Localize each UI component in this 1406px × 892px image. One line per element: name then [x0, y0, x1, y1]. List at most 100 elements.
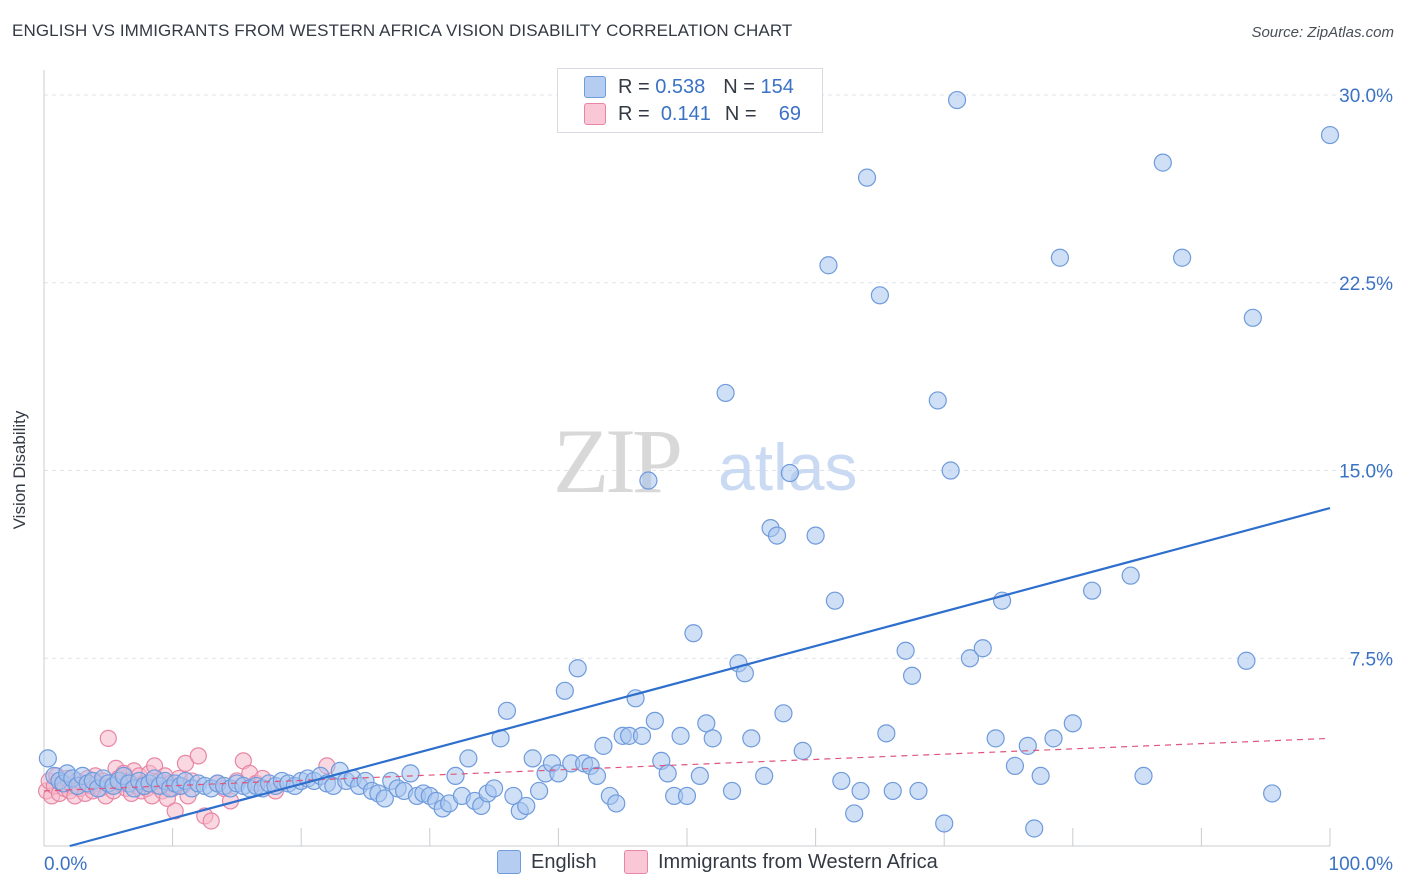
legend-n-value-english: 154 [760, 75, 794, 98]
data-point [1173, 248, 1192, 267]
data-point [947, 90, 967, 110]
data-point [658, 764, 677, 783]
data-point [806, 526, 825, 545]
trend-line-africa [43, 737, 1331, 792]
data-point [446, 766, 465, 786]
legend-label-english: English [531, 850, 597, 873]
data-point [703, 729, 722, 748]
data-point [767, 526, 787, 545]
data-point [1005, 756, 1025, 775]
data-point [1018, 736, 1037, 755]
data-point [38, 749, 57, 768]
data-point [555, 681, 574, 700]
legend-swatch-english [584, 76, 606, 98]
data-point [819, 256, 838, 275]
legend-item-africa: Immigrants from Western Africa [624, 850, 938, 874]
data-point [690, 766, 709, 786]
data-point [722, 781, 742, 801]
data-point [1134, 766, 1153, 786]
data-point [401, 764, 420, 783]
legend-r-label: R = [618, 102, 650, 125]
legend-r-label: R = [618, 75, 650, 98]
data-point [755, 766, 774, 786]
data-point [902, 666, 922, 685]
data-point [1082, 581, 1102, 600]
data-point [1320, 125, 1340, 145]
data-point [1243, 308, 1262, 327]
y-tick-label: 22.5% [1339, 274, 1393, 295]
data-point [587, 766, 607, 786]
data-point [517, 796, 536, 816]
legend-r-value-english: 0.538 [655, 75, 706, 98]
data-point [793, 741, 812, 760]
chart-title: ENGLISH VS IMMIGRANTS FROM WESTERN AFRIC… [12, 21, 793, 40]
legend-swatch-africa [624, 850, 648, 874]
data-point [1263, 784, 1282, 803]
source-label: Source: ZipAtlas.com [1251, 24, 1394, 41]
y-tick-label: 15.0% [1339, 462, 1393, 483]
data-point [639, 471, 658, 490]
data-point [941, 461, 960, 480]
legend-row-africa: R = 0.141 N = 69 [584, 101, 801, 127]
legend-swatch-english [497, 850, 521, 874]
data-point [845, 804, 864, 823]
data-point [632, 726, 652, 745]
legend-n-value-africa: 69 [778, 102, 801, 125]
data-point [973, 639, 992, 658]
data-point [909, 781, 928, 801]
data-point [684, 624, 703, 643]
data-point [870, 286, 890, 305]
data-point [504, 786, 523, 806]
data-point [716, 383, 735, 403]
legend-n-label: N = [723, 75, 755, 98]
data-point [645, 711, 664, 730]
data-point [851, 781, 870, 801]
data-point [568, 659, 587, 678]
data-point [986, 729, 1005, 748]
legend-r-value-africa: 0.141 [660, 102, 711, 125]
legend-row-english: R = 0.538 N = 154 [584, 74, 794, 100]
data-point [896, 641, 915, 660]
data-point [935, 814, 954, 833]
axes [43, 70, 1331, 847]
data-point [459, 749, 478, 768]
data-point [671, 726, 690, 745]
x-tick-label: 100.0% [1329, 854, 1394, 875]
trend-line-english [69, 507, 1331, 848]
data-point [1025, 819, 1044, 838]
data-point [1031, 766, 1050, 786]
trend-lines [43, 507, 1331, 848]
data-point [189, 747, 207, 765]
data-point [780, 463, 799, 483]
watermark-zip: ZIP [553, 410, 680, 512]
data-point [742, 729, 761, 748]
data-point [697, 714, 716, 733]
data-point [825, 591, 844, 610]
legend-label-africa: Immigrants from Western Africa [658, 850, 938, 873]
data-point [677, 786, 697, 806]
data-point [497, 701, 517, 720]
data-point [960, 649, 980, 668]
data-point [202, 812, 220, 830]
y-tick-label: 7.5% [1350, 649, 1393, 670]
data-point [594, 736, 613, 755]
legend-box: R = 0.538 N = 154 R = 0.141 N = 69 [557, 68, 823, 133]
data-point [928, 391, 947, 410]
data-point [1050, 248, 1070, 267]
data-point [832, 771, 851, 791]
data-point [877, 724, 896, 743]
grid-lines [44, 94, 1392, 659]
y-tick-label: 30.0% [1339, 86, 1393, 107]
bottom-legend: English Immigrants from Western Africa [0, 850, 1406, 878]
data-point [1237, 651, 1256, 670]
data-point [1153, 153, 1172, 172]
data-point [1121, 566, 1140, 585]
data-point [1044, 729, 1063, 748]
data-point [857, 168, 877, 187]
legend-n-label: N = [724, 102, 757, 125]
data-point [774, 704, 793, 723]
data-point [1063, 714, 1082, 733]
data-point [176, 754, 195, 772]
data-point [530, 781, 549, 801]
